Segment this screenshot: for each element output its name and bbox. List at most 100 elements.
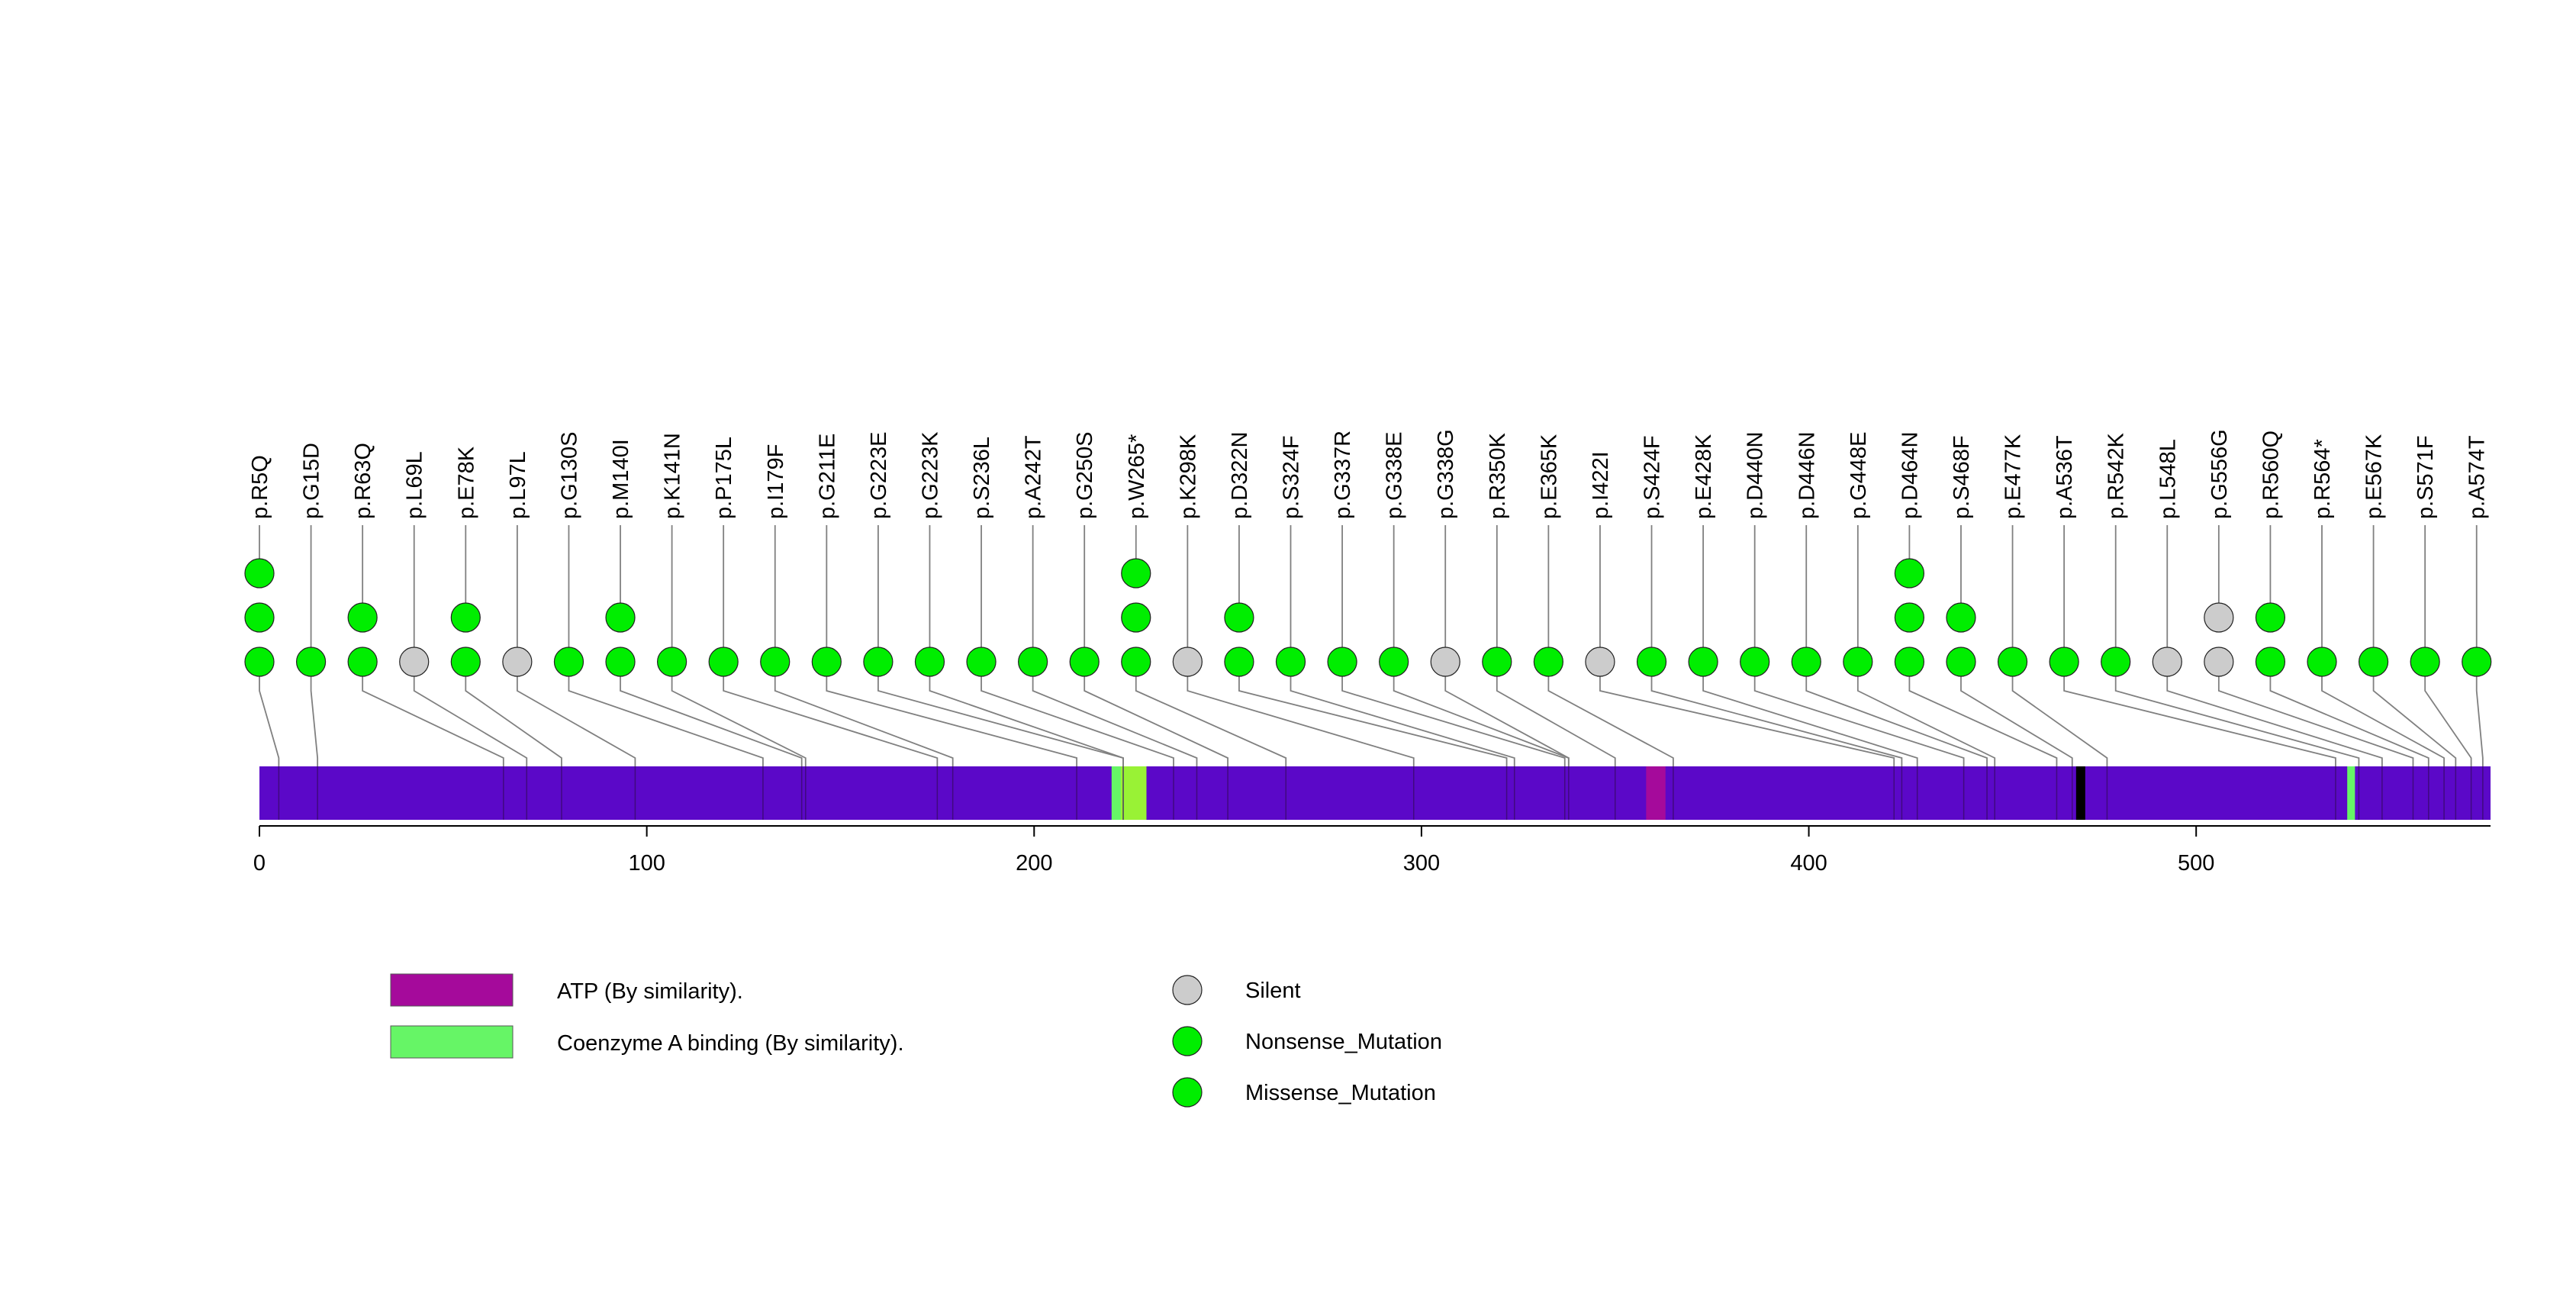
mutation-connector (2475, 676, 2484, 766)
mutation-connector (2321, 676, 2445, 766)
mutation-connector (2063, 676, 2336, 766)
mutation-label: p.S324F (1280, 435, 1304, 519)
mutation-connector (1856, 676, 1996, 766)
mutation-connector (2166, 676, 2383, 766)
x-axis-tick-label: 200 (1016, 851, 1052, 876)
mutation-connector (1753, 676, 1965, 766)
mutation-label: p.S468F (1950, 435, 1974, 519)
mutation-connector (774, 676, 954, 766)
mutation-label: p.G337R (1331, 431, 1355, 519)
mutation-connector (1341, 676, 1566, 766)
mutation-marker (1894, 602, 1924, 633)
x-axis-tick-label: 100 (628, 851, 665, 876)
mutation-marker (708, 647, 739, 677)
mutation-connector (2372, 676, 2457, 766)
mutation-connector (1547, 676, 1674, 766)
mutation-connector (310, 676, 319, 766)
mutation-connector (2011, 676, 2108, 766)
mutation-marker (347, 647, 378, 677)
mutation-marker (1791, 647, 1821, 677)
mutation-label: p.D446N (1795, 432, 1819, 519)
mutation-label: p.G223E (867, 432, 891, 519)
mutation-marker (244, 647, 275, 677)
mutation-label: p.S424F (1641, 435, 1665, 519)
mutation-label: p.L548L (2156, 439, 2180, 519)
mutation-label: p.A536T (2053, 435, 2077, 519)
mutation-marker (2049, 647, 2079, 677)
mutation-label: p.E477K (2001, 434, 2026, 519)
mutation-connector (1135, 676, 1287, 766)
mutation-label: p.S571F (2413, 435, 2438, 519)
protein-bar-group (259, 766, 2491, 820)
mutation-label: p.P175L (712, 437, 736, 519)
mutation-marker (1688, 647, 1718, 677)
mutation-marker (1121, 558, 1151, 589)
mutation-connector (516, 676, 636, 766)
mutation-marker (811, 647, 842, 677)
mutation-marker (1740, 647, 1770, 677)
mutation-label: p.G556G (2207, 429, 2232, 519)
mutation-marker (605, 647, 636, 677)
mutation-marker (2204, 647, 2234, 677)
mutation-label: p.G250S (1073, 432, 1097, 519)
legend-mutation-marker (1172, 1077, 1203, 1108)
mutation-connector (1650, 676, 1903, 766)
mutation-label: p.E567K (2362, 434, 2387, 519)
legend: ATP (By similarity). Coenzyme A binding (… (390, 973, 1442, 1108)
mutation-marker (553, 647, 584, 677)
mutation-connector (1187, 676, 1415, 766)
mutation-connector (2217, 676, 2414, 766)
mutation-connector (671, 676, 807, 766)
mutation-marker (502, 647, 533, 677)
mutation-label: p.A242T (1022, 435, 1046, 519)
mutation-connector (1496, 676, 1616, 766)
mutation-connector (1032, 676, 1198, 766)
mutation-connector (929, 676, 1124, 766)
legend-mutation-label: Silent (1245, 979, 1301, 1003)
legend-mutation-marker (1172, 1026, 1203, 1056)
mutation-marker (1379, 647, 1409, 677)
mutation-marker (244, 558, 275, 589)
mutation-label: p.D322N (1228, 432, 1252, 519)
mutation-marker (2307, 647, 2337, 677)
x-axis-tick-label: 400 (1790, 851, 1827, 876)
mutation-marker (1018, 647, 1048, 677)
mutation-marker (760, 647, 791, 677)
mutation-marker (1172, 647, 1203, 677)
mutation-connector (465, 676, 562, 766)
mutation-marker (2255, 602, 2286, 633)
mutation-label: p.D464N (1898, 432, 1922, 519)
mutation-marker (1585, 647, 1615, 677)
mutation-marker (1482, 647, 1512, 677)
mutation-marker (399, 647, 430, 677)
mutation-label: p.R63Q (351, 443, 375, 519)
mutation-label: p.W265* (1125, 434, 1149, 519)
mutation-marker (1997, 647, 2028, 677)
mutation-label: p.L97L (506, 451, 530, 519)
mutation-marker (2462, 647, 2492, 677)
connector-lines (259, 525, 2484, 766)
mutation-connector (1290, 676, 1515, 766)
mutation-marker (1069, 647, 1100, 677)
mutation-label: p.I179F (764, 444, 788, 519)
domain-region (2347, 766, 2355, 820)
legend-domain-swatch (390, 973, 514, 1007)
mutation-markers (244, 558, 2492, 677)
mutation-marker (450, 647, 481, 677)
mutation-connector (723, 676, 939, 766)
mutation-marker (656, 647, 687, 677)
mutation-connector (1599, 676, 1895, 766)
mutation-connector (259, 676, 280, 766)
mutation-connector (1238, 676, 1508, 766)
mutation-label: p.G223K (918, 431, 942, 519)
mutation-marker (1533, 647, 1563, 677)
mutation-label: p.R350K (1486, 432, 1510, 519)
legend-mutation-label: Missense_Mutation (1245, 1081, 1436, 1105)
domain-region-inner (1120, 766, 1147, 820)
mutation-label: p.G338G (1434, 429, 1458, 519)
legend-mutation-marker (1172, 975, 1203, 1005)
mutation-connector (1908, 676, 2058, 766)
mutation-connector (2269, 676, 2429, 766)
